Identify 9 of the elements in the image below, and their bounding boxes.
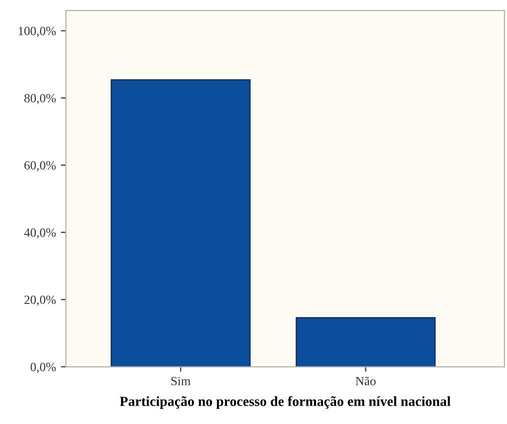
y-tick-label: 100,0% — [18, 26, 56, 38]
y-tick-label: 80,0% — [24, 94, 56, 104]
y-tick-label: 40,0% — [24, 228, 56, 239]
y-tick-label: 20,0% — [24, 296, 56, 306]
y-tick-label: 0,0% — [30, 362, 56, 374]
y-tick-label: 60,0% — [24, 161, 56, 172]
x-tick-label: Não — [356, 376, 376, 386]
x-axis-title: Participação no processo de formação em nível nacional — [120, 396, 451, 409]
x-tick-label: Sim — [171, 376, 191, 386]
